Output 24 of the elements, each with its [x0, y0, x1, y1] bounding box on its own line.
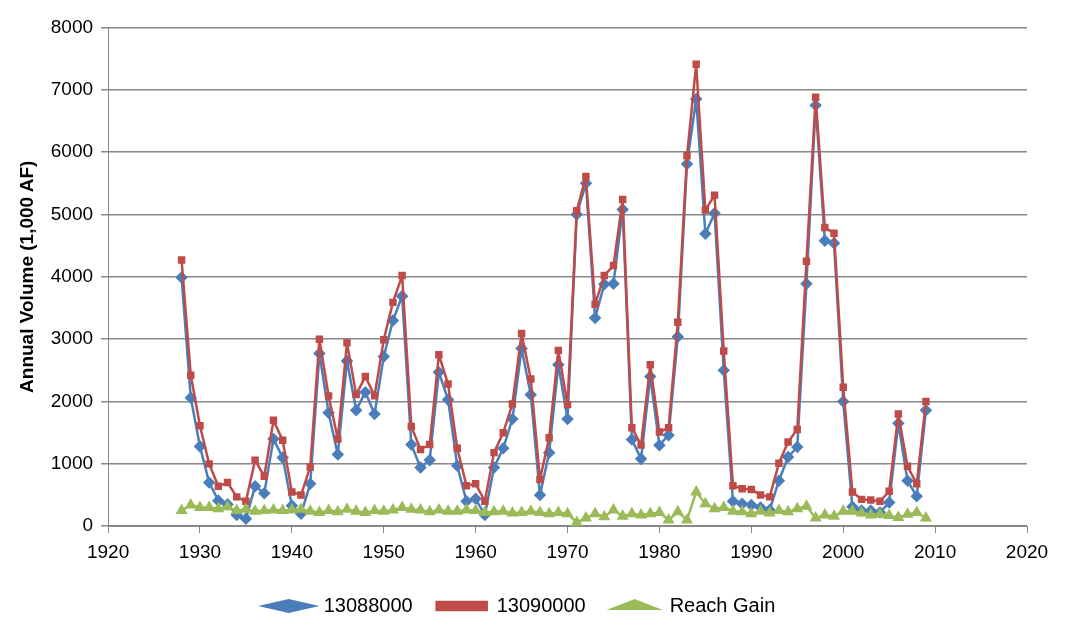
y-tick-label: 8000 — [50, 15, 94, 37]
x-tick-label: 2020 — [1005, 540, 1049, 562]
x-tick-label: 1930 — [178, 540, 222, 562]
y-tick-label: 0 — [82, 514, 94, 536]
x-tick-label: 1990 — [730, 540, 773, 562]
y-tick-label: 7000 — [50, 77, 94, 99]
x-tick-label: 1920 — [86, 540, 130, 562]
y-tick-label: 4000 — [50, 265, 94, 287]
x-tick-label: 1970 — [546, 540, 589, 562]
y-axis-title: Annual Volume (1,000 AF) — [15, 160, 37, 393]
x-tick-label: 2000 — [822, 540, 865, 562]
x-tick-label: 2010 — [913, 540, 957, 562]
y-tick-label: 3000 — [50, 327, 94, 349]
y-tick-label: 1000 — [50, 452, 94, 474]
legend-label: 13090000 — [496, 593, 586, 616]
y-tick-label: 5000 — [50, 202, 94, 224]
x-tick-label: 1960 — [454, 540, 497, 562]
legend-label: 13088000 — [323, 593, 413, 616]
x-tick-label: 1950 — [362, 540, 405, 562]
y-tick-label: 6000 — [50, 140, 94, 162]
legend-label: Reach Gain — [669, 593, 776, 616]
y-tick-label: 2000 — [50, 389, 94, 411]
x-tick-label: 1940 — [270, 540, 313, 562]
x-tick-label: 1980 — [638, 540, 681, 562]
